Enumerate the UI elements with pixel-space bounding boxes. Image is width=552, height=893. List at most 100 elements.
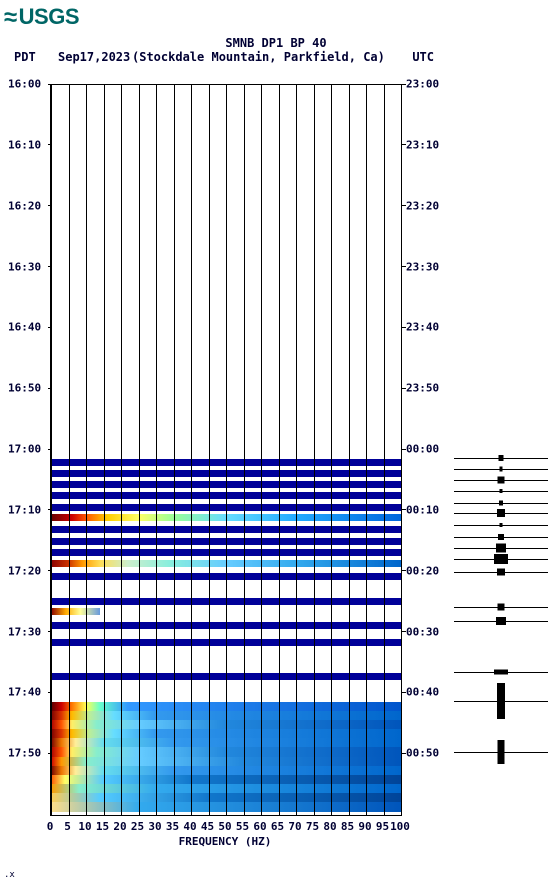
y-tick-label: 23:10: [406, 138, 439, 151]
spectrogram-stripe: [51, 573, 401, 580]
waveform-spike: [500, 523, 503, 527]
waveform-spike: [494, 669, 508, 674]
waveform-spike: [498, 534, 504, 540]
gridline: [401, 85, 402, 815]
y-tick-label: 17:40: [8, 686, 41, 699]
y-tick-label: 17:30: [8, 625, 41, 638]
x-tick-label: 65: [271, 820, 284, 833]
x-tick-label: 75: [306, 820, 319, 833]
x-tick-label: 100: [390, 820, 410, 833]
y-tick-label: 16:00: [8, 78, 41, 91]
waveform-trace: [454, 696, 548, 706]
spectrogram-stripe: [51, 470, 401, 477]
y-tick-label: 23:20: [406, 199, 439, 212]
x-tick-label: 30: [148, 820, 161, 833]
spectrogram-stripe: [51, 549, 401, 556]
x-tick-label: 0: [47, 820, 54, 833]
waveform-trace: [454, 543, 548, 553]
spectrogram-stripe: [51, 526, 401, 533]
waveform-spike: [499, 455, 504, 461]
location-label: (Stockdale Mountain, Parkfield, Ca): [132, 50, 385, 64]
y-axis-right: 23:0023:1023:2023:3023:4023:5000:0000:10…: [406, 84, 450, 814]
waveform-spike: [494, 554, 508, 564]
footer-mark: .x: [4, 870, 15, 880]
chart-title: SMNB DP1 BP 40: [0, 36, 552, 50]
y-tick-label: 23:00: [406, 78, 439, 91]
y-tick-label: 23:40: [406, 321, 439, 334]
spectrogram-stripe: [51, 492, 401, 499]
y-tick-label: 16:30: [8, 260, 41, 273]
waveform-trace: [454, 520, 548, 530]
y-tick-label: 17:00: [8, 443, 41, 456]
y-tick-label: 23:50: [406, 382, 439, 395]
y-tick-label: 17:10: [8, 503, 41, 516]
waveform-spike: [499, 501, 503, 506]
y-tick-label: 17:20: [8, 564, 41, 577]
tz-left-label: PDT: [14, 50, 36, 64]
waveform-trace: [454, 464, 548, 474]
waveform-trace: [454, 747, 548, 757]
y-axis-left: 16:0016:1016:2016:3016:4016:5017:0017:10…: [8, 84, 48, 814]
x-tick-label: 95: [376, 820, 389, 833]
waveform-spike: [500, 489, 503, 493]
x-tick-label: 85: [341, 820, 354, 833]
waveform-spike: [497, 568, 505, 575]
waveform-spike: [497, 509, 505, 517]
y-tick-label: 00:00: [406, 443, 439, 456]
waveform-trace: [454, 486, 548, 496]
x-axis-title: FREQUENCY (HZ): [50, 835, 400, 848]
x-tick-label: 45: [201, 820, 214, 833]
waveform-spike: [500, 466, 503, 471]
spectrogram-stripe: [51, 459, 401, 466]
waveform-spike: [498, 604, 505, 611]
x-tick-label: 55: [236, 820, 249, 833]
x-tick-label: 90: [358, 820, 371, 833]
x-tick-label: 35: [166, 820, 179, 833]
waveform-spike: [496, 543, 506, 552]
waveform-spike: [496, 617, 506, 625]
waveform-trace: [454, 453, 548, 463]
x-tick-label: 70: [288, 820, 301, 833]
waveform-trace: [454, 532, 548, 542]
spectrogram-stripe: [51, 538, 401, 545]
spectrogram-stripe: [51, 481, 401, 488]
spectrogram-stripe: [51, 608, 100, 615]
x-tick-label: 80: [323, 820, 336, 833]
y-tick-label: 16:50: [8, 382, 41, 395]
spectrogram-stripe: [51, 639, 401, 646]
x-tick-label: 5: [64, 820, 71, 833]
x-tick-label: 50: [218, 820, 231, 833]
waveform-spike: [498, 477, 505, 484]
waveform-trace: [454, 616, 548, 626]
x-tick-label: 40: [183, 820, 196, 833]
spectrogram-stripe: [51, 673, 401, 680]
y-tick-label: 00:30: [406, 625, 439, 638]
waveform-trace: [454, 667, 548, 677]
y-tick-label: 00:50: [406, 747, 439, 760]
y-tick-label: 00:40: [406, 686, 439, 699]
spectrogram-stripe: [51, 598, 401, 605]
y-tick-label: 17:50: [8, 747, 41, 760]
y-tick-label: 16:20: [8, 199, 41, 212]
y-tick-label: 23:30: [406, 260, 439, 273]
y-tick-label: 16:10: [8, 138, 41, 151]
waveform-spike: [498, 740, 505, 764]
spectrogram-plot: [50, 84, 402, 816]
usgs-logo: USGS: [4, 4, 79, 32]
spectrogram-stripe: [51, 504, 401, 511]
y-tick-label: 00:20: [406, 564, 439, 577]
x-tick-label: 60: [253, 820, 266, 833]
x-tick-label: 25: [131, 820, 144, 833]
waveform-trace: [454, 602, 548, 612]
y-tick-label: 16:40: [8, 321, 41, 334]
x-tick-label: 10: [78, 820, 91, 833]
spectrogram-stripe: [51, 622, 401, 629]
tz-right-label: UTC: [412, 50, 434, 64]
spectrogram-stripe: [51, 514, 401, 521]
waveform-trace: [454, 554, 548, 564]
date-label: Sep17,2023: [58, 50, 130, 64]
waveform-trace: [454, 567, 548, 577]
x-tick-label: 15: [96, 820, 109, 833]
waveform-trace: [454, 475, 548, 485]
y-tick-label: 00:10: [406, 503, 439, 516]
